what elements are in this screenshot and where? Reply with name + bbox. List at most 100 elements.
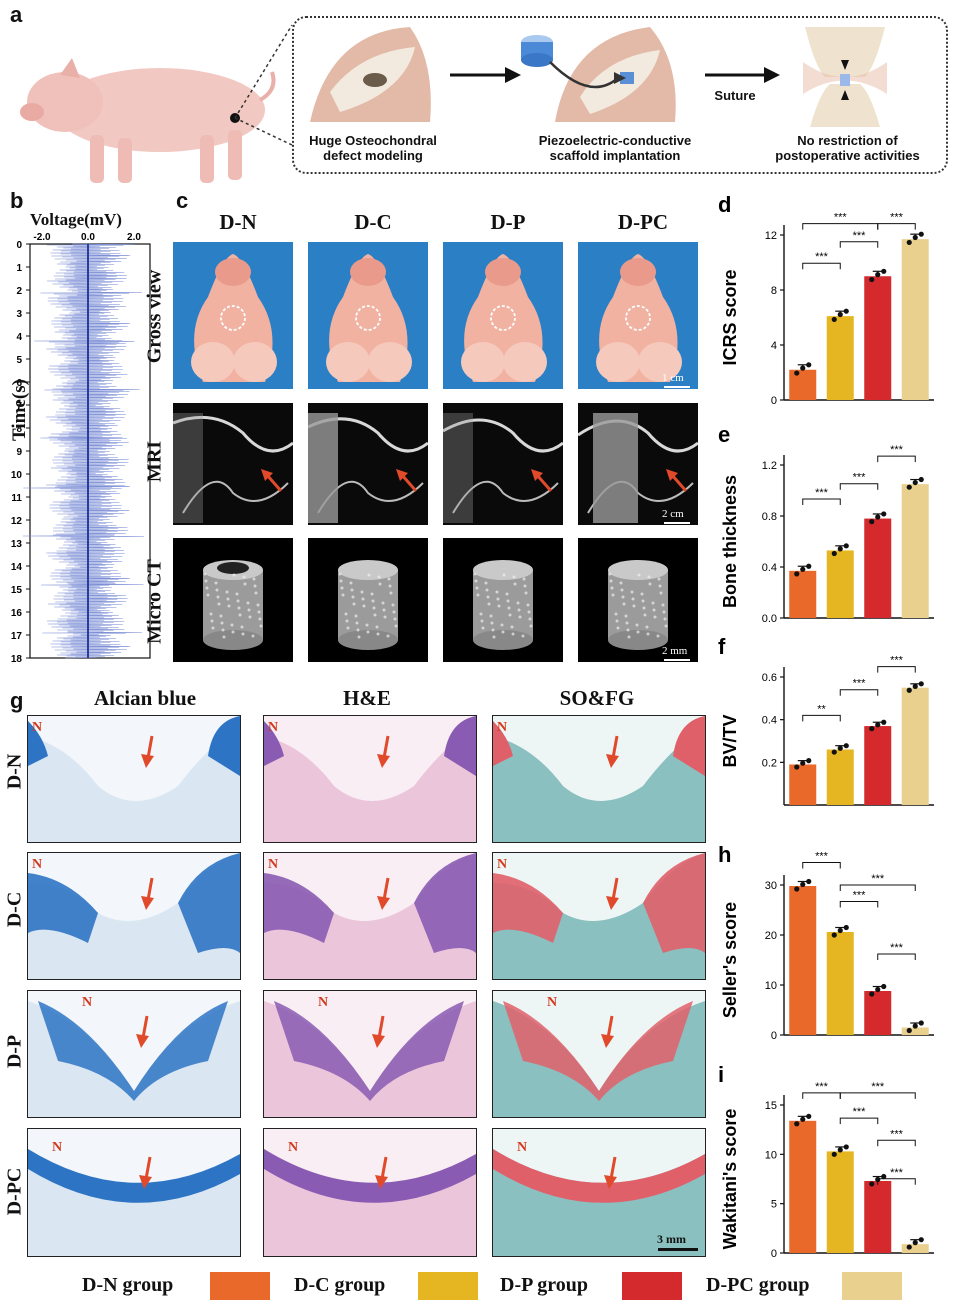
time-tick: 16: [11, 608, 23, 619]
sig-bracket: [877, 223, 916, 230]
chart-f: fBV/TV 0.20.40.6********: [718, 634, 934, 806]
x-tick: -2.0: [33, 232, 51, 243]
sig-stars: ***: [890, 1167, 904, 1179]
sig-stars: ***: [871, 873, 885, 885]
legend-dn-swatch: [210, 1272, 270, 1300]
row-mri: MRI: [143, 440, 166, 483]
data-point: [806, 878, 812, 885]
arrow-2: [705, 67, 780, 83]
time-tick: 12: [11, 516, 23, 527]
sig-stars: ***: [890, 444, 904, 456]
data-point: [806, 362, 812, 368]
data-point: [800, 365, 806, 371]
n-mark: N: [547, 995, 558, 1010]
gross-view-image: [308, 242, 428, 389]
data-point: [875, 986, 881, 993]
data-point: [800, 566, 806, 572]
bar-d-pc: [901, 239, 929, 400]
step2-text: Piezoelectric-conductive scaffold implan…: [538, 133, 692, 163]
y-tick-label: 10: [765, 1149, 777, 1161]
y-tick-label: 10: [765, 980, 777, 992]
legend-dpc-label: D-PC group: [706, 1274, 810, 1296]
data-point: [837, 546, 843, 552]
data-point: [869, 1181, 875, 1187]
bar-d-p: [864, 1180, 892, 1253]
col-d-pc: D-PC: [617, 210, 669, 234]
sig-bracket: [839, 241, 879, 248]
time-tick: 2: [16, 286, 22, 297]
histology-image: [492, 715, 706, 843]
procedure-box: [292, 16, 948, 174]
voltage-axis-title: Voltage(mV): [30, 210, 122, 229]
data-point: [794, 886, 800, 892]
col-d-n: D-N: [219, 210, 257, 234]
data-point: [906, 687, 912, 693]
n-mark: N: [32, 857, 43, 872]
step1-text: Huge Osteochondral defect modeling: [309, 133, 437, 163]
sig-bracket: [839, 689, 879, 696]
mri-image: [173, 403, 293, 525]
bar-d-n: [789, 369, 817, 400]
time-axis-title: Time(s): [9, 379, 30, 441]
data-point: [875, 514, 881, 520]
bar-d-p: [864, 991, 892, 1035]
sig-bracket: [877, 455, 916, 463]
y-tick-label: 0.2: [762, 757, 777, 769]
data-point: [806, 563, 812, 569]
time-tick: 8: [16, 424, 22, 435]
data-point: [843, 743, 849, 749]
sig-bracket: [877, 1139, 916, 1147]
data-point: [837, 927, 843, 934]
x-tick: 2.0: [127, 232, 141, 243]
data-point: [918, 476, 924, 483]
y-tick-label: 0: [771, 395, 777, 407]
data-point: [794, 571, 800, 577]
histo-row-d-pc: D-PC: [3, 1167, 26, 1216]
time-tick: 14: [11, 562, 23, 573]
y-tick-label: 0.4: [762, 715, 777, 727]
data-point: [918, 1020, 924, 1026]
sig-bracket: [802, 714, 841, 722]
y-tick-label: 0.8: [762, 511, 777, 523]
data-point: [837, 1147, 843, 1153]
scale-bar-label: 2 mm: [662, 645, 688, 657]
data-point: [843, 924, 849, 931]
chart-e: e Bone thickness 0.0 0.4 0.8 1.2 *** *** ***: [718, 422, 934, 625]
mri-image: [578, 403, 698, 525]
bar-d-pc: [901, 1027, 929, 1035]
sig-bracket: [839, 1117, 879, 1125]
micro-ct-image: [173, 538, 293, 662]
x-tick: 0.0: [81, 232, 95, 243]
data-point: [800, 760, 806, 766]
data-point: [869, 991, 875, 997]
voltage-trace: [22, 243, 145, 659]
data-point: [794, 370, 800, 376]
mri-image: [308, 403, 428, 525]
sig-bracket: [839, 1092, 916, 1099]
chart-e-panel-label: e: [718, 422, 730, 447]
histology-image: [27, 1128, 241, 1257]
bar-d-pc: [901, 484, 929, 618]
bar-d-pc: [901, 687, 929, 805]
legend-dc-label: D-C group: [294, 1274, 386, 1296]
chart-i-ylabel: Wakitani's score: [720, 1109, 740, 1250]
histology-image: [263, 715, 477, 843]
sig-stars: ***: [871, 1081, 885, 1093]
chart-i-panel-label: i: [718, 1062, 724, 1087]
data-point: [881, 511, 887, 517]
stain-alcian: Alcian blue: [93, 686, 197, 710]
legend-dc-swatch: [418, 1272, 478, 1300]
data-point: [918, 1237, 924, 1243]
chart-d-panel-label: d: [718, 192, 731, 217]
data-point: [806, 1113, 812, 1119]
sig-bracket: [839, 901, 879, 908]
data-point: [912, 683, 918, 689]
panel-a-label: a: [10, 2, 23, 27]
y-tick-label: 0: [771, 1248, 777, 1260]
data-point: [869, 519, 875, 525]
time-tick: 6: [16, 378, 22, 389]
data-point: [831, 932, 837, 938]
histology-image: [263, 852, 477, 980]
data-point: [875, 722, 881, 728]
